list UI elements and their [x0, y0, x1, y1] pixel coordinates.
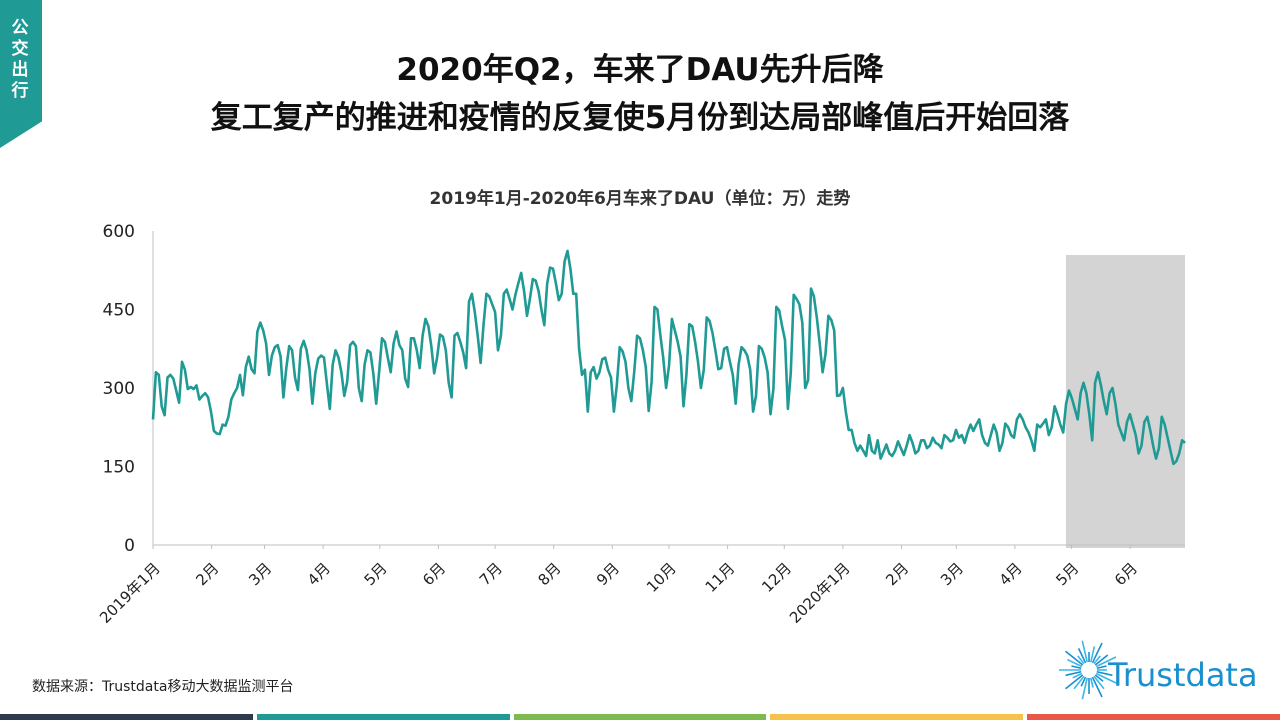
section-tab-label: 公交出行: [11, 18, 29, 101]
section-tab: 公交出行: [0, 0, 42, 148]
x-tick-label: 3月: [937, 559, 967, 589]
chart-title: 2019年1月-2020年6月车来了DAU（单位：万）走势: [429, 189, 851, 209]
x-tick-label: 12月: [758, 559, 795, 596]
x-tick-label: 8月: [534, 559, 564, 589]
x-tick-label: 3月: [245, 559, 275, 589]
trustdata-logo-icon: [1059, 640, 1117, 700]
highlight-region: [1065, 255, 1185, 548]
y-tick-label: 600: [103, 222, 135, 242]
x-tick-label: 10月: [643, 559, 680, 596]
logo-ray: [1091, 642, 1103, 664]
logo-ray: [1093, 675, 1105, 690]
logo-ray: [1072, 672, 1083, 679]
logo-ray: [1093, 655, 1101, 665]
x-tick-label: 5月: [1052, 559, 1082, 589]
footer-color-segment: [256, 714, 510, 720]
logo-ray: [1090, 677, 1094, 688]
page-subtitle: 复工复产的推进和疫情的反复使5月份到达局部峰值后开始回落: [210, 100, 1070, 136]
logo-ray: [1094, 674, 1104, 682]
logo-ray: [1065, 674, 1084, 690]
x-tick-label: 2019年1月: [96, 559, 164, 627]
x-tick-label: 6月: [419, 559, 449, 589]
logo-ray: [1096, 671, 1113, 677]
footer-color-segment: [513, 714, 767, 720]
logo-ray: [1094, 654, 1109, 666]
logo-ray: [1091, 676, 1103, 698]
x-tick-label: 2月: [882, 559, 912, 589]
y-tick-label: 300: [103, 379, 135, 399]
y-tick-label: 0: [124, 536, 135, 556]
x-tick-label: 11月: [702, 559, 739, 596]
logo-ray: [1095, 656, 1117, 668]
logo-ray: [1080, 676, 1087, 687]
x-tick-label: 4月: [304, 559, 334, 589]
x-tick-label: 2月: [192, 559, 222, 589]
logo-text: Trustdata: [1108, 656, 1258, 694]
logo-ray: [1065, 650, 1084, 666]
logo-ray: [1077, 655, 1085, 665]
data-source: 数据来源：Trustdata移动大数据监测平台: [32, 679, 294, 695]
logo-ray: [1090, 646, 1096, 663]
footer-color-segment: [770, 714, 1024, 720]
x-tick-label: 6月: [1111, 559, 1141, 589]
logo-ray: [1077, 648, 1087, 664]
footer-color-segment: [1027, 714, 1280, 720]
logo-ray: [1067, 658, 1083, 668]
y-tick-label: 450: [103, 301, 135, 321]
logo-ray: [1071, 665, 1082, 669]
logo-ray: [1095, 672, 1117, 684]
x-tick-label: 7月: [476, 559, 506, 589]
x-tick-label: 4月: [996, 559, 1026, 589]
series-line: [151, 249, 1186, 466]
footer-color-segment: [0, 714, 253, 720]
logo-ray: [1081, 677, 1088, 700]
page-title: 2020年Q2，车来了DAU先升后降: [396, 52, 884, 88]
y-tick-label: 150: [103, 458, 135, 478]
logo-ray: [1065, 671, 1082, 677]
x-tick-label: 9月: [593, 559, 623, 589]
footer-color-bar: [0, 714, 1280, 720]
logo-ray: [1073, 675, 1085, 690]
logo-ray: [1096, 665, 1107, 669]
x-tick-label: 5月: [361, 559, 391, 589]
logo-ray: [1081, 640, 1088, 663]
x-tick-label: 2020年1月: [786, 559, 854, 627]
